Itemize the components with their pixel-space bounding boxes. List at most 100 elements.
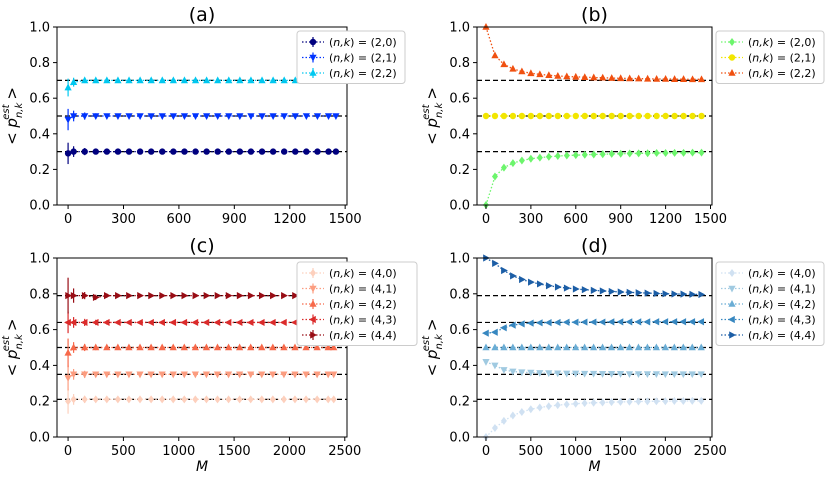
series-2	[482, 359, 705, 379]
data-point	[324, 371, 332, 379]
data-point	[643, 343, 652, 351]
x-tick-label: 2500	[328, 444, 361, 459]
data-point	[325, 395, 332, 404]
data-point	[563, 370, 571, 378]
legend-label: (n,k) = (4,3)	[748, 314, 816, 327]
data-point	[661, 318, 669, 326]
data-point	[302, 113, 310, 120]
data-point	[213, 371, 222, 379]
data-point	[536, 70, 544, 78]
data-point	[136, 76, 144, 84]
data-point	[698, 396, 705, 405]
data-point	[224, 343, 233, 351]
series-1	[65, 388, 337, 414]
data-point	[247, 113, 255, 120]
data-point	[92, 343, 100, 351]
y-tick-label: 0.4	[29, 359, 50, 374]
data-point	[114, 371, 122, 379]
data-point	[170, 148, 177, 155]
data-point	[482, 343, 490, 351]
data-point	[70, 371, 78, 379]
data-point	[697, 371, 705, 379]
y-tick-label: 0.4	[29, 127, 50, 142]
data-point	[545, 343, 553, 351]
legend-label: (n,k) = (2,1)	[329, 52, 397, 65]
x-tick-label: 300	[111, 212, 136, 227]
data-point	[679, 371, 687, 379]
series-line	[67, 150, 336, 154]
data-point	[562, 318, 570, 326]
legend-entry: (n,k) = (2,1)	[721, 52, 816, 65]
data-point	[236, 395, 243, 404]
data-point	[608, 112, 615, 120]
data-point	[114, 113, 122, 120]
data-point	[653, 289, 661, 298]
data-point	[572, 370, 580, 378]
data-point	[125, 343, 133, 351]
data-point	[280, 343, 288, 351]
x-tick-label: 0	[64, 444, 72, 459]
data-point	[509, 112, 517, 120]
data-point	[653, 397, 660, 406]
data-point	[598, 371, 607, 378]
data-point	[102, 318, 110, 327]
data-point	[258, 148, 266, 155]
y-tick-label: 0.0	[29, 199, 50, 214]
data-point	[170, 291, 178, 300]
data-point	[589, 318, 597, 326]
data-point	[599, 112, 606, 120]
y-tick-label: 0.0	[29, 431, 50, 446]
data-point	[689, 148, 696, 157]
series-line	[67, 373, 334, 379]
legend-marker	[728, 54, 736, 61]
data-point	[590, 112, 597, 120]
data-point	[653, 74, 661, 82]
data-point	[598, 318, 606, 326]
data-point	[70, 395, 77, 404]
legend-label: (n,k) = (4,2)	[748, 298, 816, 311]
data-point	[679, 343, 687, 351]
data-point	[518, 343, 526, 351]
data-point	[225, 113, 233, 120]
data-point	[671, 290, 679, 298]
data-point	[527, 69, 535, 77]
data-point	[671, 112, 678, 120]
legend: (n,k) = (2,0) (n,k) = (2,1) (n,k) = (2,2)	[715, 30, 825, 84]
data-point	[125, 395, 132, 404]
data-point	[115, 291, 122, 300]
x-tick-label: 0	[482, 444, 490, 459]
y-axis-label: < pn,kest >	[421, 319, 445, 377]
series-line	[485, 26, 702, 80]
data-point	[626, 149, 633, 158]
plot-frame	[56, 26, 348, 206]
legend-entry: (n,k) = (4,4)	[302, 329, 397, 342]
data-point	[617, 397, 624, 406]
data-point	[625, 318, 633, 326]
data-point	[203, 395, 210, 404]
y-tick-label: 0.6	[449, 92, 470, 107]
series-2	[64, 108, 340, 131]
legend-label: (n,k) = (2,0)	[748, 36, 816, 49]
data-point	[572, 72, 580, 80]
y-tick-label: 0.0	[449, 199, 470, 214]
data-point	[626, 288, 634, 296]
data-point	[80, 318, 88, 327]
data-point	[599, 73, 607, 81]
data-point	[181, 148, 188, 155]
data-point	[136, 113, 144, 120]
data-point	[64, 83, 72, 91]
data-point	[518, 156, 525, 165]
legend: (n,k) = (4,0) (n,k) = (4,1) (n,k) = (4,2) (…	[715, 261, 825, 346]
data-point	[180, 76, 189, 84]
data-point	[527, 369, 535, 377]
x-axis-label: M	[588, 459, 600, 475]
data-point	[481, 329, 489, 337]
data-point	[527, 405, 534, 414]
data-point	[225, 148, 232, 155]
data-point	[280, 148, 288, 155]
data-point	[635, 149, 642, 158]
data-point	[81, 343, 89, 351]
data-point	[662, 397, 669, 406]
legend-entry: (n,k) = (2,1)	[302, 52, 397, 65]
